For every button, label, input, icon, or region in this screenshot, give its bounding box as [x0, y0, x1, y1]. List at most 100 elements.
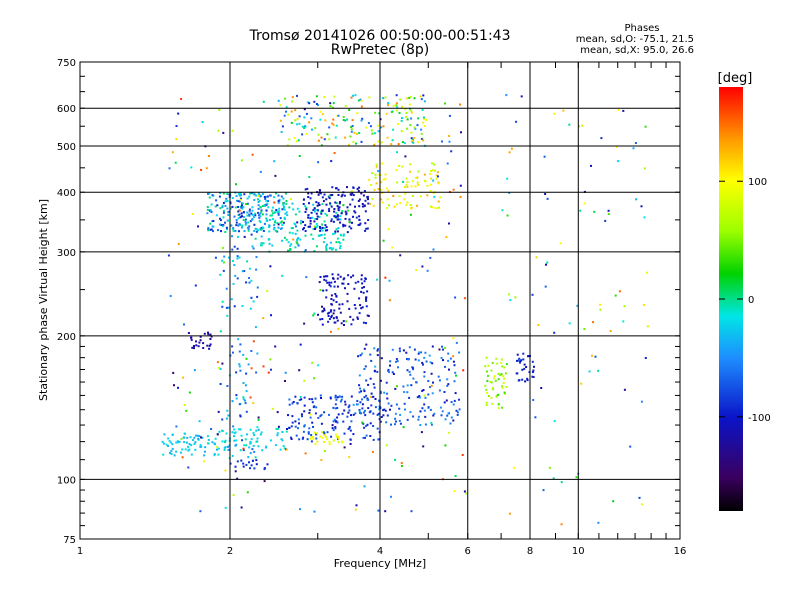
data-point: [294, 232, 297, 235]
data-point: [268, 226, 271, 229]
data-point: [180, 451, 182, 454]
data-point: [358, 297, 361, 300]
data-point: [381, 191, 384, 194]
data-point: [363, 396, 366, 399]
data-point: [241, 439, 243, 442]
data-point: [252, 459, 254, 462]
data-point: [251, 153, 254, 156]
data-point: [239, 216, 242, 219]
data-point: [232, 228, 235, 231]
data-point: [400, 462, 403, 465]
data-point: [301, 415, 303, 418]
data-point: [291, 202, 294, 205]
data-point: [317, 133, 320, 136]
data-point: [298, 210, 301, 213]
data-point: [434, 169, 436, 172]
data-point: [394, 417, 397, 420]
data-point: [343, 194, 346, 197]
data-point: [273, 160, 276, 163]
data-point: [295, 434, 298, 437]
data-point: [326, 281, 329, 284]
data-point: [453, 490, 456, 493]
data-point: [250, 367, 253, 370]
data-point: [288, 138, 291, 141]
data-point: [445, 236, 448, 239]
data-point: [256, 286, 259, 289]
data-point: [544, 285, 547, 288]
data-point: [387, 402, 390, 405]
data-point: [409, 163, 412, 166]
data-point: [223, 441, 226, 443]
data-point: [331, 427, 334, 430]
data-point: [348, 456, 351, 459]
data-point: [237, 338, 240, 341]
data-point: [370, 359, 373, 362]
data-point: [212, 230, 214, 233]
data-point: [532, 369, 535, 372]
data-point: [396, 106, 399, 109]
data-point: [308, 176, 311, 178]
data-point: [216, 448, 218, 451]
data-point: [199, 335, 202, 338]
data-point: [363, 426, 366, 429]
data-point: [239, 343, 242, 346]
data-point: [221, 362, 224, 365]
data-point: [253, 230, 256, 232]
data-point: [207, 333, 210, 336]
data-point: [319, 192, 322, 195]
data-point: [252, 192, 255, 195]
data-point: [395, 403, 398, 406]
data-point: [186, 436, 189, 439]
data-point: [534, 416, 537, 419]
data-point: [392, 104, 395, 107]
data-point: [241, 202, 244, 205]
data-point: [447, 352, 450, 355]
data-point: [329, 330, 332, 333]
data-point: [278, 207, 281, 210]
data-point: [414, 176, 417, 179]
data-point: [209, 209, 212, 212]
data-point: [336, 115, 339, 117]
data-point: [180, 437, 183, 440]
data-point: [207, 229, 210, 232]
data-point: [316, 224, 319, 227]
data-point: [222, 224, 225, 227]
data-point: [371, 450, 374, 453]
data-point: [362, 422, 365, 425]
data-point: [459, 184, 462, 187]
data-point: [237, 210, 240, 213]
data-point: [197, 225, 199, 228]
data-point: [384, 173, 387, 176]
data-point: [332, 220, 335, 223]
data-point: [213, 454, 216, 457]
data-point: [317, 193, 320, 196]
data-point: [415, 381, 418, 384]
data-point: [209, 333, 212, 336]
data-point: [280, 220, 283, 223]
data-point: [283, 114, 286, 117]
data-point: [374, 365, 377, 368]
data-point: [291, 402, 294, 405]
data-point: [277, 199, 280, 202]
y-tick-label: 500: [57, 142, 76, 153]
data-point: [263, 222, 266, 225]
data-point: [244, 220, 247, 223]
data-point: [336, 230, 339, 233]
data-point: [303, 108, 306, 111]
data-point: [281, 208, 284, 211]
data-point: [249, 428, 252, 431]
data-point: [336, 421, 339, 424]
data-point: [238, 209, 241, 212]
data-point: [622, 109, 625, 112]
data-point: [171, 447, 174, 450]
data-point: [394, 423, 396, 426]
data-point: [341, 193, 344, 196]
data-point: [363, 368, 366, 370]
data-point: [537, 324, 540, 326]
data-point: [217, 229, 219, 232]
data-point: [254, 326, 257, 329]
data-point: [332, 317, 335, 320]
data-point: [339, 242, 342, 245]
data-point: [331, 122, 334, 125]
data-point: [568, 123, 571, 126]
